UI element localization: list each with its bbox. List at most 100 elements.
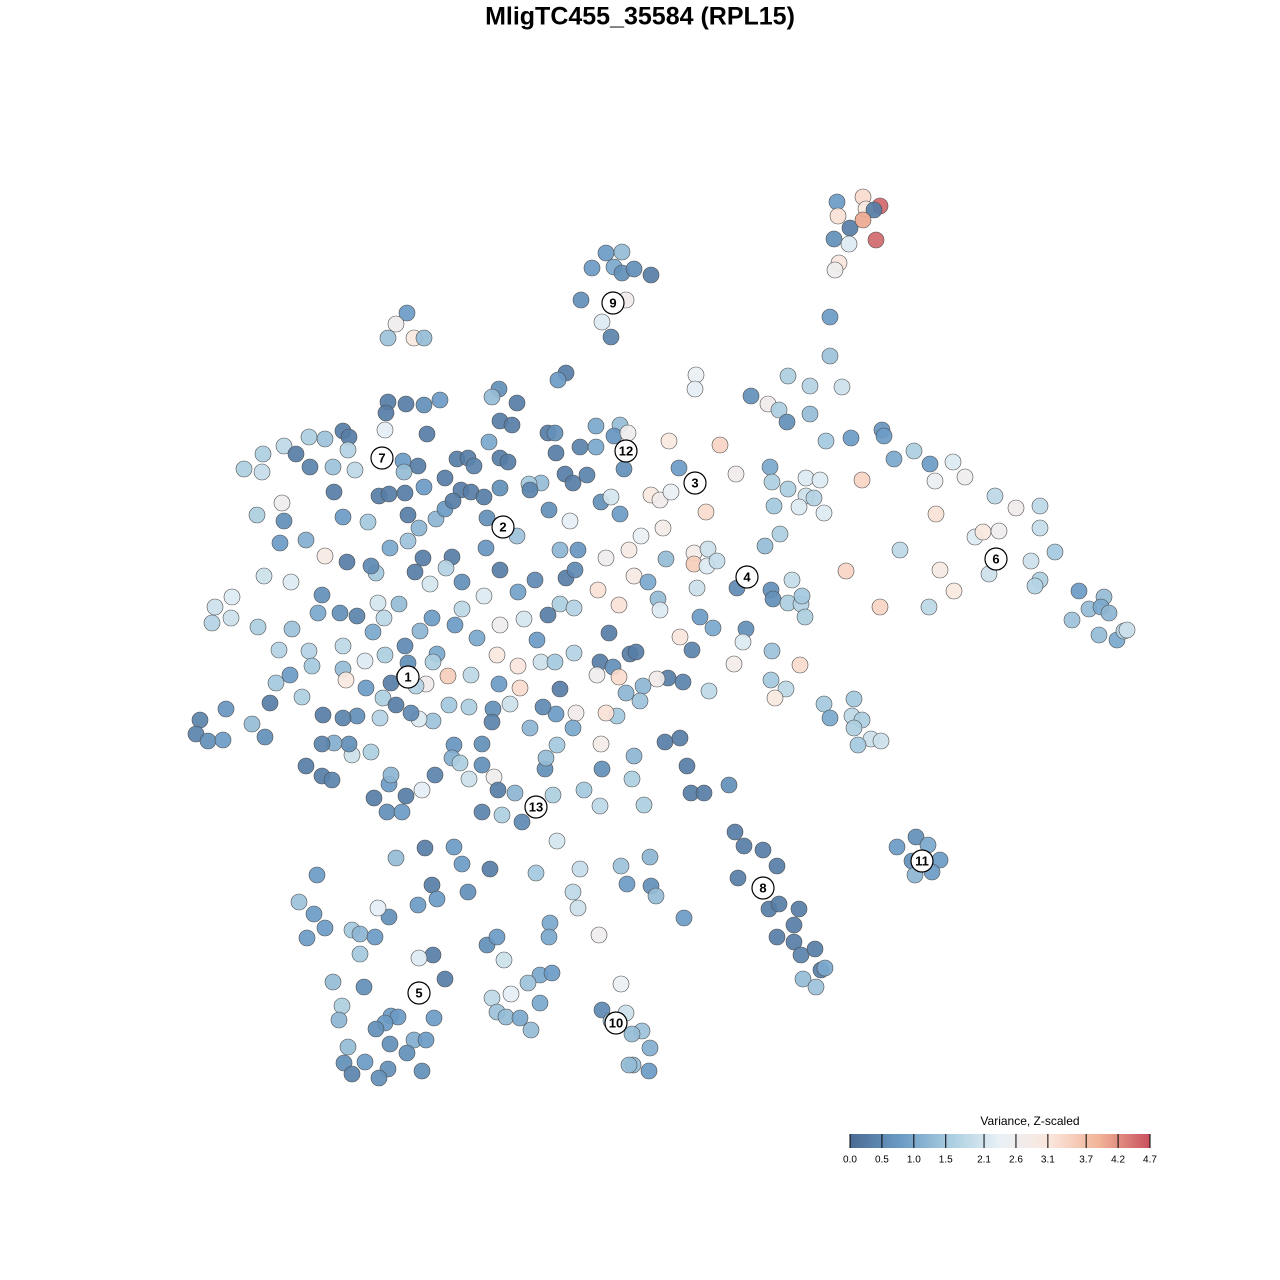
- point: [587, 417, 605, 435]
- cluster-badge: [984, 547, 1008, 571]
- point: [483, 713, 501, 731]
- point: [944, 453, 962, 471]
- point: [453, 573, 471, 591]
- point: [688, 579, 706, 597]
- point: [671, 729, 689, 747]
- point: [600, 624, 618, 642]
- point: [203, 614, 221, 632]
- point: [460, 698, 478, 716]
- point: [761, 458, 779, 476]
- cluster-badge: [407, 981, 431, 1005]
- point: [515, 610, 533, 628]
- point: [436, 970, 454, 988]
- point: [248, 506, 266, 524]
- point: [527, 864, 545, 882]
- point: [766, 689, 784, 707]
- point: [549, 371, 567, 389]
- point: [356, 1053, 374, 1071]
- point: [362, 557, 380, 575]
- point: [330, 1011, 348, 1029]
- point: [764, 590, 782, 608]
- point: [1031, 519, 1049, 537]
- point: [833, 378, 851, 396]
- point: [815, 695, 833, 713]
- point: [806, 940, 824, 958]
- point: [364, 623, 382, 641]
- point: [974, 523, 992, 541]
- point: [647, 887, 665, 905]
- point: [778, 413, 796, 431]
- point: [416, 839, 434, 857]
- point: [566, 561, 584, 579]
- point: [945, 582, 963, 600]
- point: [374, 689, 392, 707]
- point: [301, 458, 319, 476]
- point: [797, 469, 815, 487]
- point: [366, 928, 384, 946]
- point: [620, 1056, 638, 1074]
- point: [462, 666, 480, 684]
- point: [521, 719, 539, 737]
- point: [483, 388, 501, 406]
- point: [807, 978, 825, 996]
- cluster-label: 9: [609, 295, 616, 310]
- point: [725, 655, 743, 673]
- point: [613, 243, 631, 261]
- point: [793, 587, 811, 605]
- point: [418, 425, 436, 443]
- cluster-badge: [601, 291, 625, 315]
- point: [817, 432, 835, 450]
- point: [546, 653, 564, 671]
- point: [854, 211, 872, 229]
- point: [551, 595, 569, 613]
- point: [615, 460, 633, 478]
- point: [561, 512, 579, 530]
- point: [397, 787, 415, 805]
- point: [387, 696, 405, 714]
- point: [314, 706, 332, 724]
- point: [593, 313, 611, 331]
- point: [840, 235, 858, 253]
- point: [369, 594, 387, 612]
- point: [842, 429, 860, 447]
- points-layer: [187, 188, 1136, 1087]
- point: [475, 587, 493, 605]
- point: [298, 929, 316, 947]
- point: [642, 266, 660, 284]
- colorbar-tick-label: 2.6: [1009, 1155, 1023, 1166]
- point: [632, 527, 650, 545]
- point: [488, 928, 506, 946]
- point: [686, 380, 704, 398]
- point: [617, 684, 635, 702]
- point: [1070, 582, 1088, 600]
- point: [532, 653, 550, 671]
- point: [618, 875, 636, 893]
- cluster-badge: [370, 446, 394, 470]
- point: [305, 905, 323, 923]
- point: [726, 823, 744, 841]
- point: [921, 455, 939, 473]
- point: [309, 604, 327, 622]
- cluster-badge: [751, 876, 775, 900]
- point: [316, 919, 334, 937]
- point: [300, 428, 318, 446]
- point: [801, 377, 819, 395]
- point: [547, 705, 565, 723]
- point: [417, 1031, 435, 1049]
- point: [256, 728, 274, 746]
- point: [612, 975, 630, 993]
- point: [891, 541, 909, 559]
- point: [853, 471, 871, 489]
- point: [551, 541, 569, 559]
- colorbar-gradient: [850, 1134, 1150, 1148]
- point: [589, 581, 607, 599]
- point: [362, 743, 380, 761]
- point: [359, 513, 377, 531]
- point: [551, 680, 569, 698]
- point: [334, 709, 352, 727]
- point: [387, 849, 405, 867]
- cluster-label: 8: [759, 880, 766, 895]
- point: [398, 304, 416, 322]
- point: [956, 468, 974, 486]
- colorbar-tick-label: 4.7: [1143, 1155, 1157, 1166]
